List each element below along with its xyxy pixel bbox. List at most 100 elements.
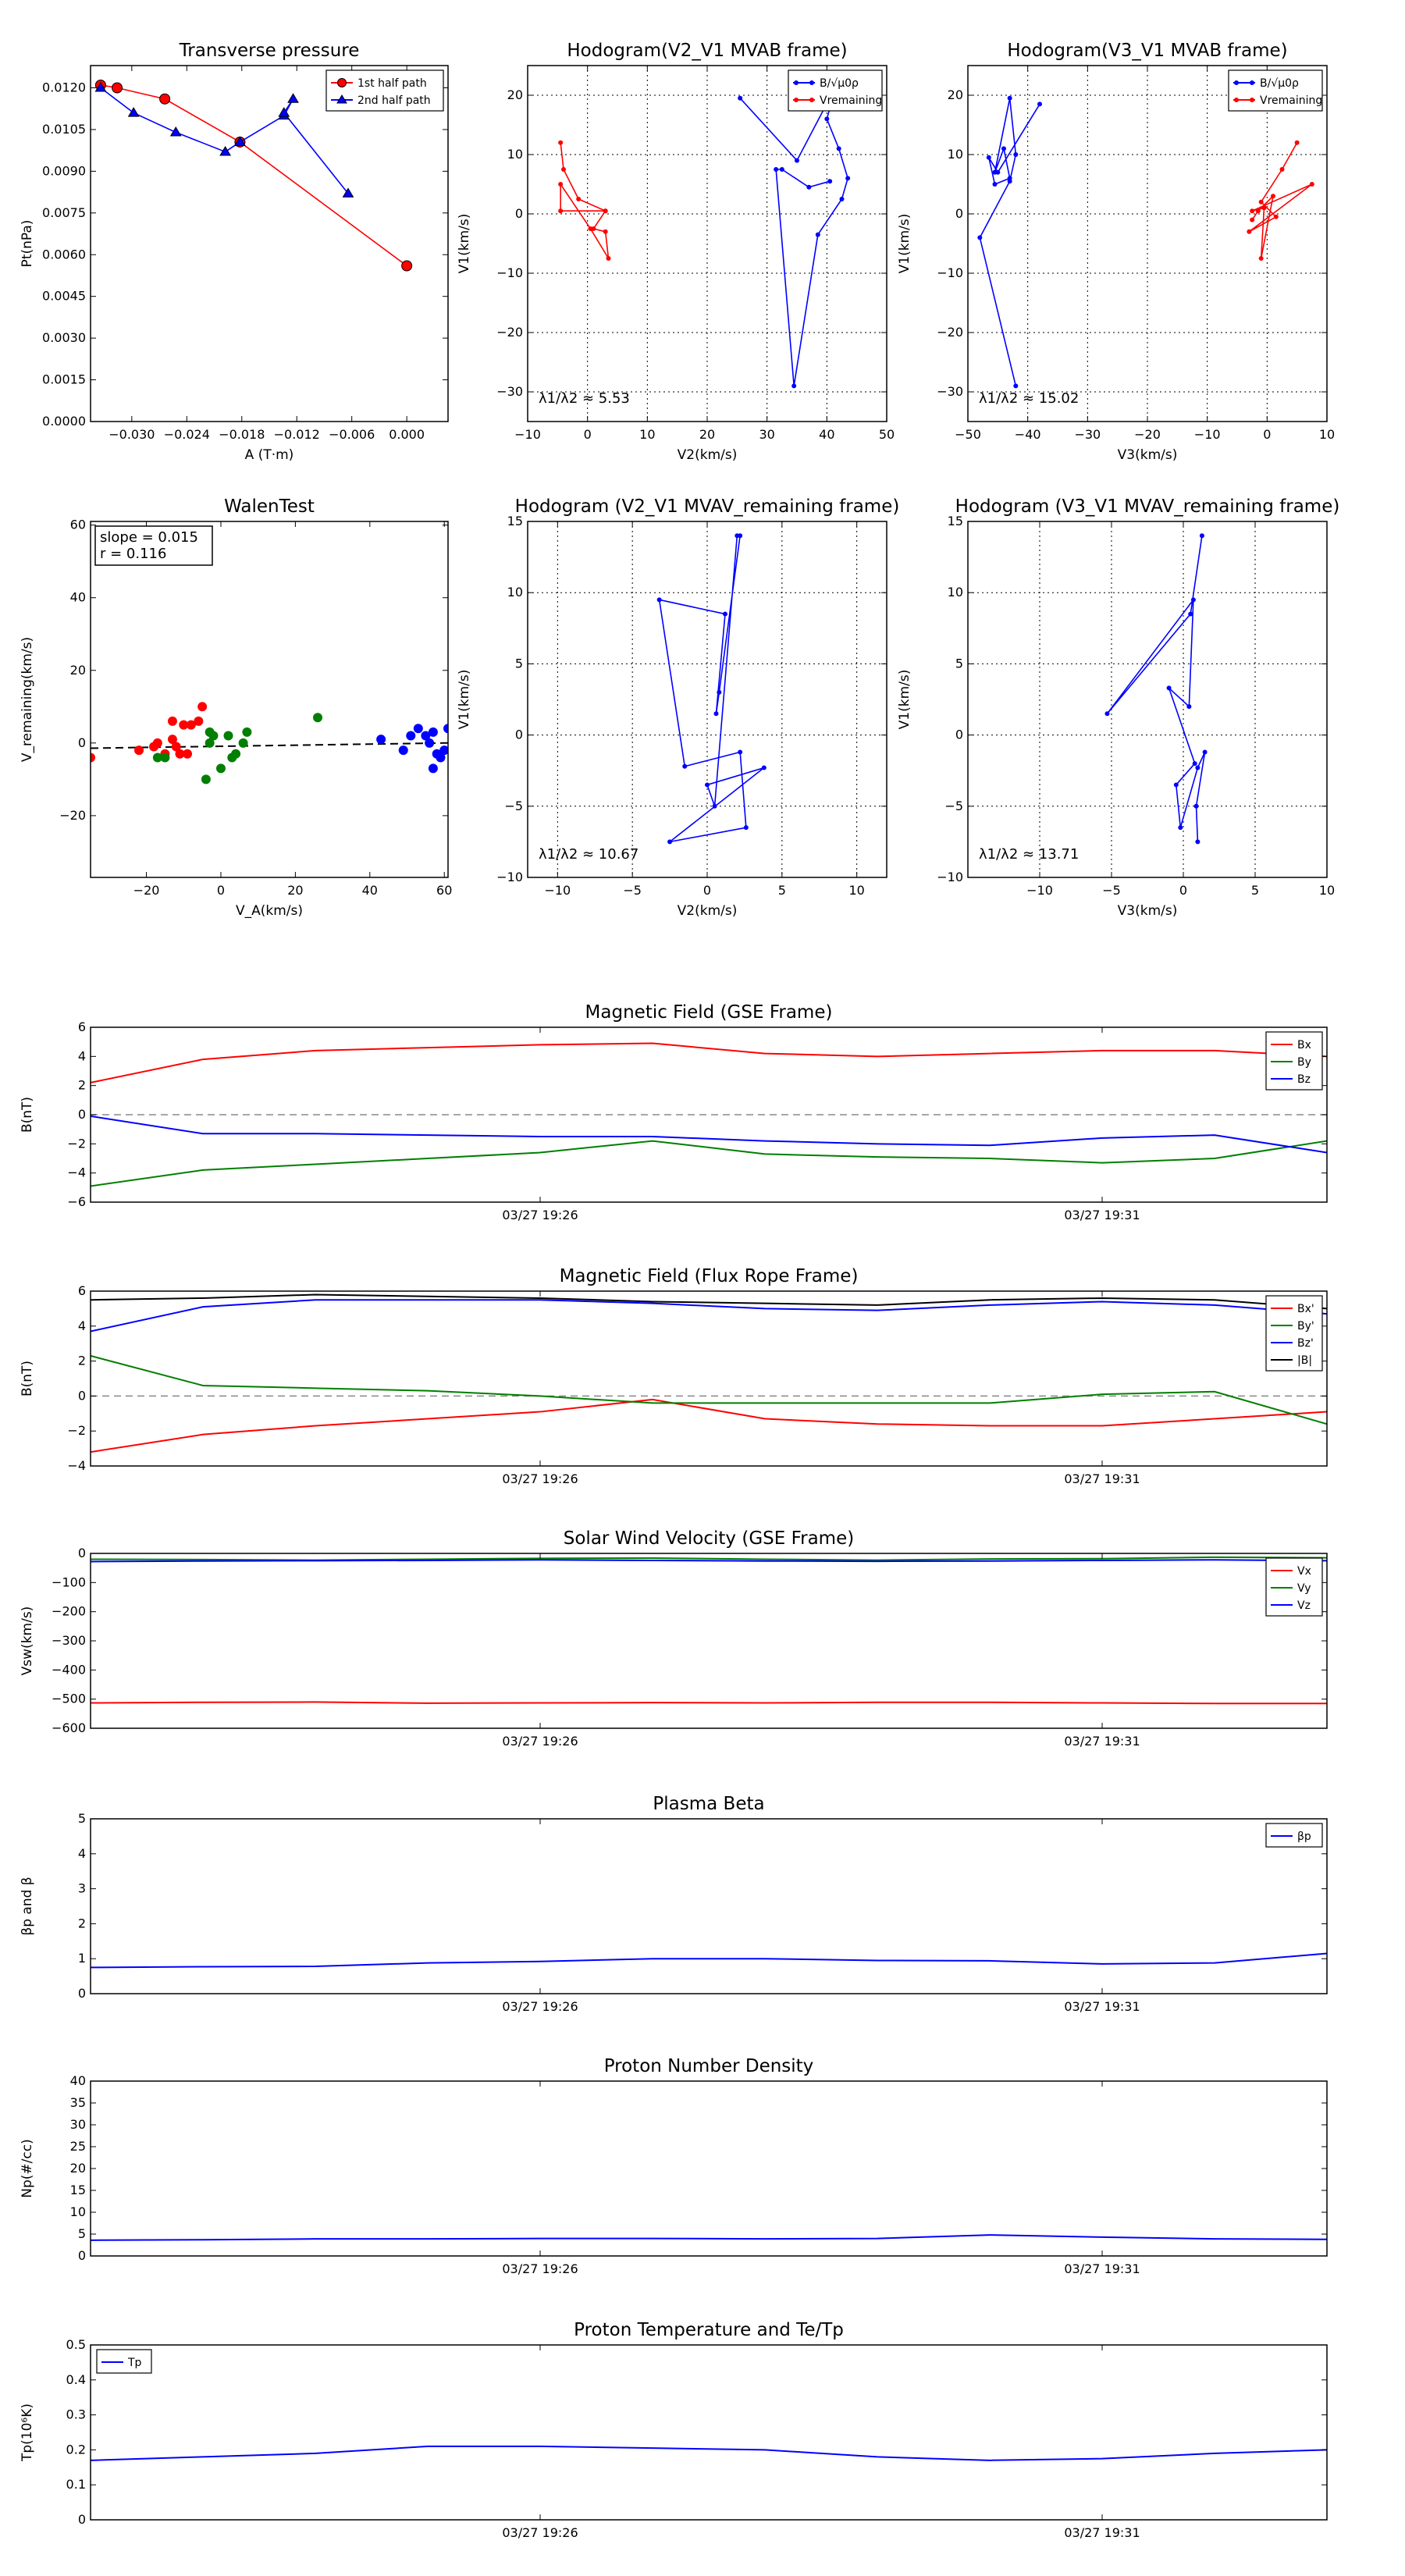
data-point xyxy=(558,182,564,187)
y-axis-label: V1(km/s) xyxy=(897,214,912,274)
data-point xyxy=(223,731,233,741)
data-point xyxy=(779,167,784,172)
legend-label: B/√μ0ρ xyxy=(820,77,859,90)
y-axis-label: V1(km/s) xyxy=(457,670,472,730)
data-point xyxy=(169,126,182,137)
y-axis-label: βp and β xyxy=(20,1877,35,1935)
chart-title: Hodogram (V2_V1 MVAV_remaining frame) xyxy=(515,496,900,517)
x-tick-label: −30 xyxy=(1074,427,1101,442)
y-tick-label: −10 xyxy=(496,265,523,280)
x-axis-label: V3(km/s) xyxy=(1118,903,1178,919)
legend-marker xyxy=(794,98,799,102)
legend-label: Vy xyxy=(1297,1582,1311,1595)
x-tick-label: −0.030 xyxy=(108,427,155,442)
data-point xyxy=(992,182,998,187)
legend: βp xyxy=(1265,1823,1323,1848)
y-tick-label: −30 xyxy=(496,384,523,399)
y-tick-label: 20 xyxy=(507,87,523,102)
y-axis-label: Vsw(km/s) xyxy=(20,1606,35,1676)
data-point xyxy=(425,738,435,748)
y-tick-label: −6 xyxy=(67,1194,86,1209)
plot-area xyxy=(91,1042,1327,1187)
x-tick-label: 10 xyxy=(848,883,864,898)
axes-frame xyxy=(90,1290,1328,1467)
eigen-ratio-label: λ1/λ2 ≈ 15.02 xyxy=(979,390,1079,407)
x-tick-label: −0.006 xyxy=(329,427,375,442)
legend-marker xyxy=(337,78,347,87)
y-tick-label: 0.0090 xyxy=(42,163,86,178)
y-tick-label: 60 xyxy=(70,518,86,532)
legend-label: Tp xyxy=(127,2357,142,2369)
x-tick-label: 40 xyxy=(362,883,378,898)
legend-label: Vz xyxy=(1297,1599,1311,1612)
data-point xyxy=(152,753,162,763)
y-tick-label: 0.0030 xyxy=(42,330,86,345)
data-point xyxy=(1294,140,1300,145)
x-tick-label: 03/27 19:26 xyxy=(502,1471,578,1486)
data-point xyxy=(713,711,719,717)
legend-label: B/√μ0ρ xyxy=(1260,77,1299,90)
y-tick-label: 40 xyxy=(70,2073,86,2088)
plot-area xyxy=(656,533,767,845)
y-tick-label: 0.0000 xyxy=(42,414,86,429)
series-line-B/√μ0ρ xyxy=(979,98,1040,386)
series-line-Vx xyxy=(91,1701,1327,1705)
y-tick-label: 10 xyxy=(948,147,963,162)
chart-pt: −0.030 −0.024 −0.018 −0.012 −0.006 0.000 0.000… xyxy=(20,41,449,463)
data-point xyxy=(208,731,219,741)
series-line-Vremaining xyxy=(560,142,610,259)
legend: Bx By Bz xyxy=(1265,1031,1323,1091)
fit-line xyxy=(91,742,448,749)
x-tick-label: 03/27 19:31 xyxy=(1064,1208,1140,1222)
legend-label: βp xyxy=(1297,1831,1311,1843)
legend-label: Bx xyxy=(1297,1039,1311,1051)
series-line-Bz xyxy=(91,1115,1327,1154)
data-point xyxy=(606,256,611,261)
x-axis-label: V2(km/s) xyxy=(678,903,738,919)
legend-label: 2nd half path xyxy=(357,94,431,107)
data-point xyxy=(712,803,717,809)
data-point xyxy=(439,745,448,756)
data-point xyxy=(806,184,812,190)
chart-h2: −50 −40 −30 −20 −10 0 10 −30 −20 −10 0 10 20 Hodogram… xyxy=(897,41,1335,463)
data-point xyxy=(159,93,171,105)
plot-area xyxy=(91,2234,1327,2241)
data-point xyxy=(986,155,991,160)
data-point xyxy=(723,611,727,617)
y-tick-label: 10 xyxy=(948,585,963,600)
data-point xyxy=(1013,383,1019,389)
x-tick-label: 5 xyxy=(778,883,786,898)
x-tick-label: 60 xyxy=(436,883,452,898)
legend-marker xyxy=(809,98,814,102)
y-tick-label: 0 xyxy=(78,2248,86,2263)
y-tick-label: 15 xyxy=(948,514,963,528)
data-point xyxy=(1247,229,1252,234)
data-point xyxy=(160,753,170,763)
y-tick-label: 5 xyxy=(78,1811,86,1826)
data-point xyxy=(1250,208,1255,214)
data-point xyxy=(705,782,710,788)
x-tick-label: 03/27 19:31 xyxy=(1064,2261,1140,2276)
chart-title: Magnetic Field (Flux Rope Frame) xyxy=(560,1266,859,1286)
x-tick-label: 03/27 19:26 xyxy=(502,1734,578,1749)
chart-bfr: 03/27 19:26 03/27 19:31 −4 −2 0 2 4 6 Magnetic F… xyxy=(20,1266,1328,1486)
y-tick-label: 20 xyxy=(70,663,86,678)
data-point xyxy=(1193,803,1199,809)
data-point xyxy=(127,107,140,117)
y-tick-label: −500 xyxy=(52,1692,86,1706)
stats-box xyxy=(94,525,213,566)
data-point xyxy=(845,176,851,181)
y-tick-label: −100 xyxy=(52,1574,86,1589)
data-point xyxy=(1007,179,1012,184)
plot-area xyxy=(94,79,413,272)
y-tick-label: 0.0105 xyxy=(42,122,86,137)
y-tick-label: 0 xyxy=(515,206,523,221)
data-point xyxy=(1195,839,1200,845)
data-point xyxy=(1250,217,1255,222)
series-line-Bx xyxy=(91,1042,1327,1083)
data-point xyxy=(743,825,749,831)
data-point xyxy=(1255,208,1261,214)
legend-marker xyxy=(1234,98,1239,102)
data-point xyxy=(443,724,448,734)
